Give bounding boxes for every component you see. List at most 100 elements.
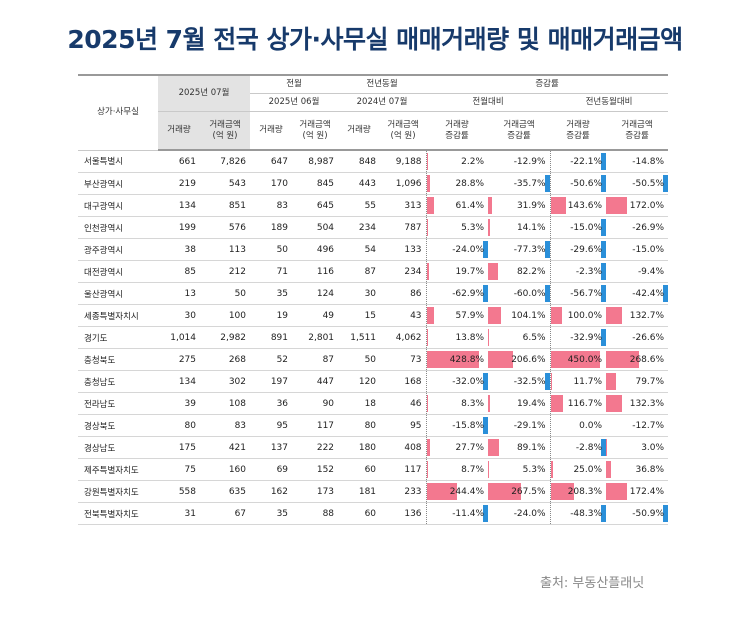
- cell-yoy-amt: 36.8%: [606, 458, 669, 481]
- cell-vol: 39: [158, 392, 200, 415]
- rate-value: 428.8%: [449, 354, 485, 365]
- rate-value: 61.4%: [455, 200, 485, 211]
- rate-value: 25.0%: [573, 464, 603, 475]
- negative-rate-bar: [601, 153, 607, 170]
- cell-amt: 268: [200, 348, 251, 371]
- rate-value: -60.0%: [513, 288, 546, 299]
- cell-amt: 543: [200, 172, 251, 195]
- cell-region: 전라남도: [78, 392, 158, 415]
- positive-rate-bar: [426, 351, 480, 368]
- positive-rate-bar: [550, 373, 552, 390]
- cell-pm-vol: 891: [250, 326, 293, 349]
- cell-mom-vol: 27.7%: [425, 436, 489, 459]
- cell-py-amt: 1,096: [380, 172, 427, 195]
- header-yoy: 전년동월대비: [550, 93, 669, 112]
- cell-pm-amt: 222: [292, 436, 339, 459]
- cell-region: 충청남도: [78, 370, 158, 393]
- cell-py-amt: 233: [380, 480, 427, 503]
- cell-pm-amt: 447: [292, 370, 339, 393]
- rate-value: -32.9%: [570, 332, 603, 343]
- cell-py-vol: 60: [338, 502, 381, 525]
- cell-py-amt: 95: [380, 414, 427, 437]
- rate-value: 268.6%: [629, 354, 665, 365]
- table-header: 상가·사무실 2025년 07월 전월 전년동월 증감률 2025년 06월 2…: [78, 74, 669, 151]
- cell-yoy-amt: -15.0%: [606, 238, 669, 261]
- table-row: 전북특별자치도 31 67 35 88 60 136 -11.4% -24.0% -48.3% -5…: [78, 502, 669, 525]
- cell-pm-amt: 124: [292, 282, 339, 305]
- cell-pm-amt: 90: [292, 392, 339, 415]
- cell-yoy-vol: 208.3%: [549, 480, 607, 503]
- rate-value: -56.7%: [570, 288, 603, 299]
- positive-rate-bar: [488, 263, 499, 280]
- cell-amt: 50: [200, 282, 251, 305]
- rate-value: -50.9%: [632, 508, 665, 519]
- cell-yoy-amt: 3.0%: [606, 436, 669, 459]
- cell-py-vol: 120: [338, 370, 381, 393]
- cell-mom-vol: 28.8%: [425, 172, 489, 195]
- cell-vol: 85: [158, 260, 200, 283]
- rate-value: -32.5%: [513, 376, 546, 387]
- negative-rate-bar: [483, 417, 489, 434]
- table-row: 울산광역시 13 50 35 124 30 86 -62.9% -60.0% -56.7% -42.…: [78, 282, 669, 305]
- cell-pm-amt: 645: [292, 194, 339, 217]
- header-amount: 거래금액 (억 원): [380, 111, 427, 151]
- negative-rate-bar: [544, 175, 550, 192]
- cell-vol: 30: [158, 304, 200, 327]
- positive-rate-bar: [606, 351, 640, 368]
- rate-value: -48.3%: [570, 508, 603, 519]
- cell-pm-vol: 36: [250, 392, 293, 415]
- cell-yoy-vol: 100.0%: [549, 304, 607, 327]
- table-row: 대구광역시 134 851 83 645 55 313 61.4% 31.9% 143.6% 172…: [78, 194, 669, 217]
- cell-amt: 302: [200, 370, 251, 393]
- cell-mom-vol: 428.8%: [425, 348, 489, 371]
- cell-py-vol: 181: [338, 480, 381, 503]
- cell-py-vol: 60: [338, 458, 381, 481]
- cell-yoy-vol: -2.3%: [549, 260, 607, 283]
- rate-value: 14.1%: [516, 222, 546, 233]
- cell-yoy-vol: -15.0%: [549, 216, 607, 239]
- cell-amt: 2,982: [200, 326, 251, 349]
- cell-yoy-vol: 25.0%: [549, 458, 607, 481]
- cell-yoy-vol: -22.1%: [549, 150, 607, 173]
- cell-region: 충청북도: [78, 348, 158, 371]
- cell-mom-amt: -60.0%: [488, 282, 551, 305]
- negative-rate-bar: [483, 241, 489, 258]
- cell-pm-vol: 83: [250, 194, 293, 217]
- negative-rate-bar: [663, 505, 669, 522]
- positive-rate-bar: [550, 197, 567, 214]
- cell-py-vol: 1,511: [338, 326, 381, 349]
- cell-region: 서울특별시: [78, 150, 158, 173]
- table-row: 전라남도 39 108 36 90 18 46 8.3% 19.4% 116.7% 132.3%: [78, 392, 669, 415]
- cell-region: 전북특별자치도: [78, 502, 158, 525]
- positive-rate-bar: [550, 351, 601, 368]
- cell-py-amt: 117: [380, 458, 427, 481]
- rate-value: 57.9%: [455, 310, 485, 321]
- cell-mom-amt: -32.5%: [488, 370, 551, 393]
- cell-mom-vol: 8.7%: [425, 458, 489, 481]
- source-note: 출처: 부동산플래닛: [540, 576, 645, 591]
- negative-rate-bar: [601, 219, 607, 236]
- cell-pm-amt: 173: [292, 480, 339, 503]
- negative-rate-bar: [601, 285, 607, 302]
- cell-py-amt: 86: [380, 282, 427, 305]
- cell-mom-vol: -15.8%: [425, 414, 489, 437]
- rate-value: -32.0%: [452, 376, 485, 387]
- cell-mom-amt: 31.9%: [488, 194, 551, 217]
- cell-amt: 100: [200, 304, 251, 327]
- cell-vol: 134: [158, 370, 200, 393]
- cell-pm-vol: 137: [250, 436, 293, 459]
- cell-pm-amt: 496: [292, 238, 339, 261]
- cell-mom-amt: 267.5%: [488, 480, 551, 503]
- cell-pm-amt: 152: [292, 458, 339, 481]
- cell-region: 울산광역시: [78, 282, 158, 305]
- cell-mom-amt: 6.5%: [488, 326, 551, 349]
- page-title: 2025년 7월 전국 상가·사무실 매매거래량 및 매매거래금액: [67, 25, 683, 54]
- cell-pm-amt: 504: [292, 216, 339, 239]
- rate-value: 82.2%: [516, 266, 546, 277]
- rate-value: -26.6%: [632, 332, 665, 343]
- cell-vol: 38: [158, 238, 200, 261]
- rate-value: 104.1%: [511, 310, 546, 321]
- cell-mom-vol: 61.4%: [425, 194, 489, 217]
- cell-amt: 576: [200, 216, 251, 239]
- cell-region: 인천광역시: [78, 216, 158, 239]
